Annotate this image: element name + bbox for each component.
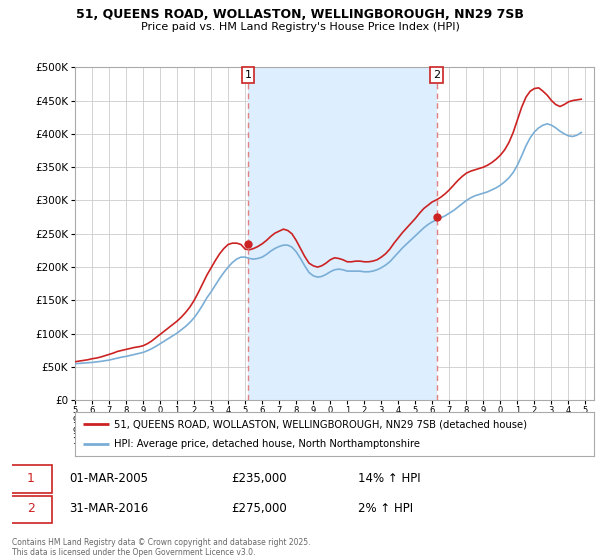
Text: 51, QUEENS ROAD, WOLLASTON, WELLINGBOROUGH, NN29 7SB: 51, QUEENS ROAD, WOLLASTON, WELLINGBOROU… bbox=[76, 8, 524, 21]
Text: Contains HM Land Registry data © Crown copyright and database right 2025.
This d: Contains HM Land Registry data © Crown c… bbox=[12, 538, 311, 557]
Text: Price paid vs. HM Land Registry's House Price Index (HPI): Price paid vs. HM Land Registry's House … bbox=[140, 22, 460, 32]
Text: 1: 1 bbox=[245, 70, 251, 80]
FancyBboxPatch shape bbox=[9, 465, 52, 493]
Text: 1: 1 bbox=[27, 472, 35, 484]
Text: 51, QUEENS ROAD, WOLLASTON, WELLINGBOROUGH, NN29 7SB (detached house): 51, QUEENS ROAD, WOLLASTON, WELLINGBOROU… bbox=[114, 419, 527, 429]
Text: 31-MAR-2016: 31-MAR-2016 bbox=[70, 502, 149, 515]
Text: 2% ↑ HPI: 2% ↑ HPI bbox=[358, 502, 413, 515]
Text: HPI: Average price, detached house, North Northamptonshire: HPI: Average price, detached house, Nort… bbox=[114, 439, 420, 449]
Text: 2: 2 bbox=[433, 70, 440, 80]
Text: £235,000: £235,000 bbox=[231, 472, 287, 484]
Text: £275,000: £275,000 bbox=[231, 502, 287, 515]
FancyBboxPatch shape bbox=[9, 496, 52, 524]
Text: 01-MAR-2005: 01-MAR-2005 bbox=[70, 472, 149, 484]
Text: 2: 2 bbox=[27, 502, 35, 515]
Text: 14% ↑ HPI: 14% ↑ HPI bbox=[358, 472, 420, 484]
Bar bbox=[248, 67, 437, 400]
